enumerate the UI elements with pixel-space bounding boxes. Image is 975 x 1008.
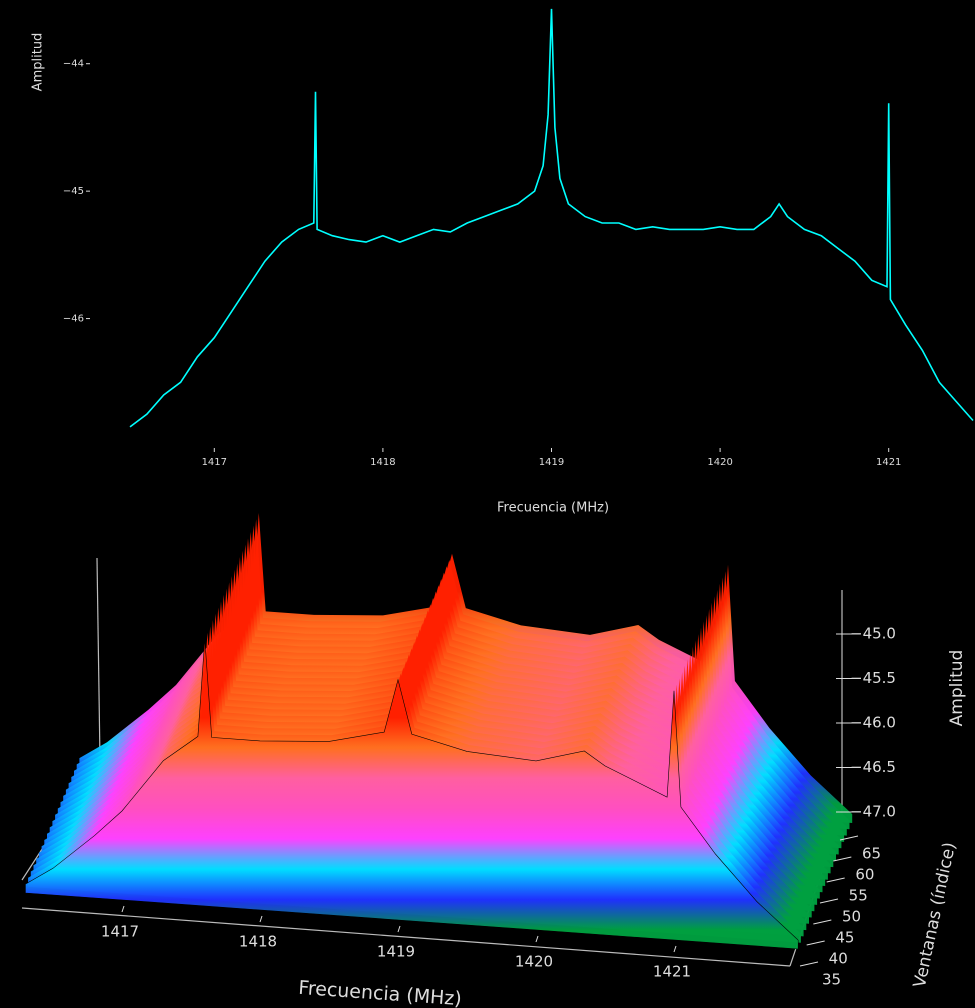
y-tick-label: 40 bbox=[829, 950, 848, 968]
x-tick-label: 1417 bbox=[101, 923, 139, 941]
x-tick-label: 1421 bbox=[653, 963, 691, 981]
page: Amplitud Frecuencia (MHz) Frecuencia (MH… bbox=[0, 0, 975, 1008]
x-tick-label: 1417 bbox=[202, 457, 227, 468]
x-tick-label: 1418 bbox=[239, 933, 277, 951]
z-tick-label: −45.0 bbox=[850, 625, 896, 643]
z-tick-label: −47.0 bbox=[850, 803, 896, 821]
x-axis-label: Frecuencia (MHz) bbox=[497, 501, 609, 516]
y-tick-label: 55 bbox=[849, 887, 868, 905]
y-tick-label: −46 bbox=[63, 314, 84, 325]
z-tick-label: −46.5 bbox=[850, 758, 896, 776]
y-tick-label: −45 bbox=[63, 186, 84, 197]
z-tick-label: −46.0 bbox=[850, 714, 896, 732]
y-tick-label: 65 bbox=[862, 845, 881, 863]
x-tick-label: 1421 bbox=[876, 457, 901, 468]
y-tick-label: −44 bbox=[63, 59, 84, 70]
x-tick-label: 1419 bbox=[539, 457, 564, 468]
z-tick-label: −45.5 bbox=[850, 669, 896, 687]
x-tick-label: 1419 bbox=[377, 943, 415, 961]
y-tick-label: 60 bbox=[855, 866, 874, 884]
x-tick-label: 1420 bbox=[707, 457, 732, 468]
x-tick-label: 1420 bbox=[515, 953, 553, 971]
y-axis-label: Amplitud bbox=[31, 33, 46, 92]
y-tick-label: 50 bbox=[842, 908, 861, 926]
y-tick-label: 35 bbox=[822, 971, 841, 989]
z-axis-label-3d: Amplitud bbox=[947, 650, 967, 727]
x-tick-label: 1418 bbox=[370, 457, 395, 468]
y-tick-label: 45 bbox=[835, 929, 854, 947]
figure: Amplitud Frecuencia (MHz) Frecuencia (MH… bbox=[0, 0, 975, 1008]
